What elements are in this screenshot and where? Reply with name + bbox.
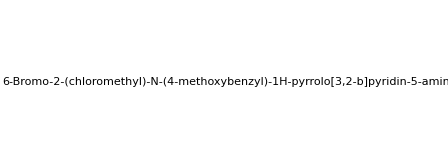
Text: 6-Bromo-2-(chloromethyl)-N-(4-methoxybenzyl)-1H-pyrrolo[3,2-b]pyridin-5-amine: 6-Bromo-2-(chloromethyl)-N-(4-methoxyben…	[2, 77, 448, 87]
